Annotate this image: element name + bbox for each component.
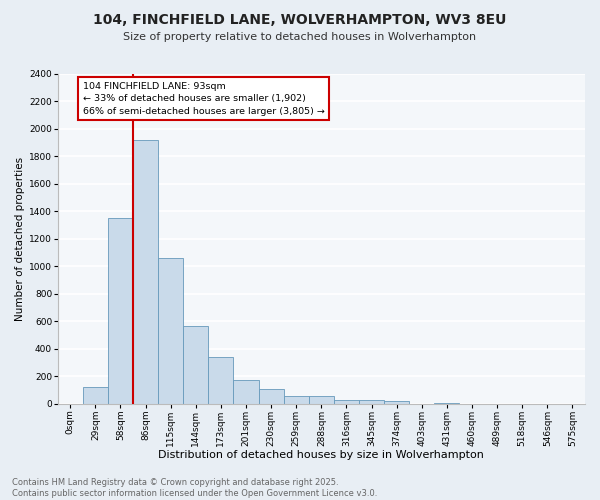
Bar xyxy=(133,140,158,404)
Bar xyxy=(334,400,359,404)
Bar xyxy=(259,390,284,404)
Text: Size of property relative to detached houses in Wolverhampton: Size of property relative to detached ho… xyxy=(124,32,476,42)
Bar xyxy=(434,403,460,404)
Text: 104, FINCHFIELD LANE, WOLVERHAMPTON, WV3 8EU: 104, FINCHFIELD LANE, WOLVERHAMPTON, WV3… xyxy=(94,12,506,26)
Text: Contains HM Land Registry data © Crown copyright and database right 2025.
Contai: Contains HM Land Registry data © Crown c… xyxy=(12,478,377,498)
Bar xyxy=(108,218,133,404)
Bar xyxy=(233,380,259,404)
Y-axis label: Number of detached properties: Number of detached properties xyxy=(15,156,25,321)
Bar xyxy=(359,400,384,404)
Text: 104 FINCHFIELD LANE: 93sqm
← 33% of detached houses are smaller (1,902)
66% of s: 104 FINCHFIELD LANE: 93sqm ← 33% of deta… xyxy=(83,82,325,116)
Bar xyxy=(284,396,309,404)
X-axis label: Distribution of detached houses by size in Wolverhampton: Distribution of detached houses by size … xyxy=(158,450,484,460)
Bar xyxy=(83,386,108,404)
Bar xyxy=(183,326,208,404)
Bar xyxy=(384,401,409,404)
Bar xyxy=(208,357,233,404)
Bar xyxy=(309,396,334,404)
Bar xyxy=(158,258,183,404)
